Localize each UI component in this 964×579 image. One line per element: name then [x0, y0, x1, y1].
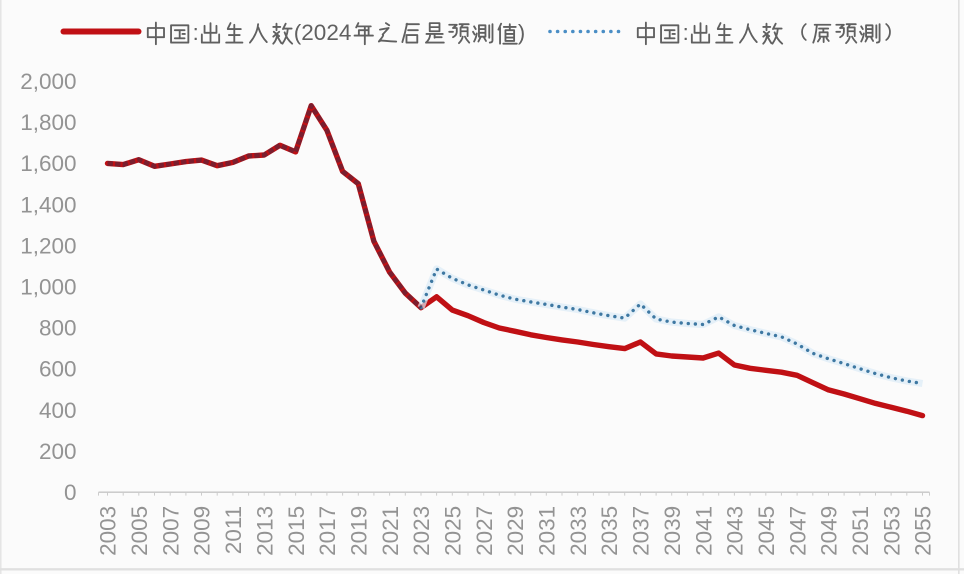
- svg-text:(2024: (2024: [294, 20, 352, 45]
- svg-text:2033: 2033: [566, 506, 591, 556]
- svg-text:200: 200: [39, 439, 77, 464]
- svg-text:2009: 2009: [190, 506, 215, 556]
- svg-text:2007: 2007: [158, 506, 183, 556]
- svg-text:2029: 2029: [503, 506, 528, 556]
- svg-text:2025: 2025: [441, 506, 466, 556]
- svg-text::: :: [193, 20, 199, 45]
- svg-text:2037: 2037: [629, 506, 654, 556]
- svg-text:0: 0: [64, 480, 77, 505]
- svg-text:1,200: 1,200: [20, 233, 76, 258]
- svg-text:2013: 2013: [252, 506, 277, 556]
- svg-text:2053: 2053: [879, 506, 904, 556]
- svg-text:2,000: 2,000: [20, 69, 76, 94]
- svg-text:1,400: 1,400: [20, 192, 76, 217]
- svg-text:1,600: 1,600: [20, 151, 76, 176]
- svg-text:1,000: 1,000: [20, 275, 76, 300]
- svg-text:2049: 2049: [817, 506, 842, 556]
- svg-text:2031: 2031: [535, 506, 560, 556]
- svg-text:2003: 2003: [96, 506, 121, 556]
- svg-text:1,800: 1,800: [20, 110, 76, 135]
- svg-text:2019: 2019: [347, 506, 372, 556]
- svg-text:2051: 2051: [848, 506, 873, 556]
- svg-text:2027: 2027: [472, 506, 497, 556]
- svg-text:2041: 2041: [691, 506, 716, 556]
- svg-text:2023: 2023: [409, 506, 434, 556]
- svg-text:2021: 2021: [378, 506, 403, 556]
- svg-text:2043: 2043: [723, 506, 748, 556]
- svg-text:800: 800: [39, 316, 77, 341]
- svg-text:): ): [518, 20, 525, 45]
- svg-text:2055: 2055: [911, 506, 936, 556]
- svg-text:2045: 2045: [754, 506, 779, 556]
- svg-text:2035: 2035: [597, 506, 622, 556]
- svg-text::: :: [683, 20, 689, 45]
- svg-text:2017: 2017: [315, 506, 340, 556]
- svg-text:2039: 2039: [660, 506, 685, 556]
- svg-text:600: 600: [39, 357, 77, 382]
- svg-text:2011: 2011: [221, 506, 246, 554]
- svg-text:400: 400: [39, 398, 77, 423]
- svg-text:2015: 2015: [284, 506, 309, 556]
- svg-text:2047: 2047: [785, 506, 810, 556]
- svg-text:2005: 2005: [127, 506, 152, 556]
